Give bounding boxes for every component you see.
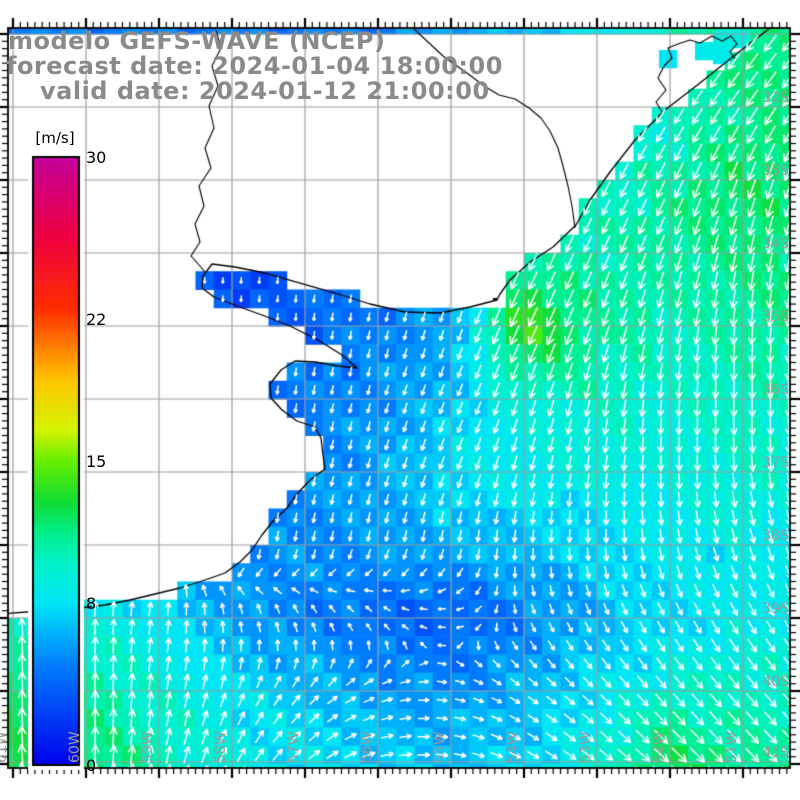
wind-map-canvas	[0, 0, 800, 800]
wind-forecast-figure: modelo GEFS-WAVE (NCEP) forecast date: 2…	[0, 0, 800, 800]
